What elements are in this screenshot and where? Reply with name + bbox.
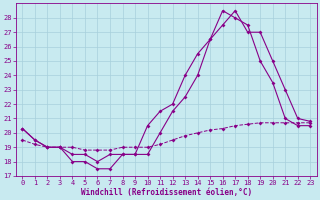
X-axis label: Windchill (Refroidissement éolien,°C): Windchill (Refroidissement éolien,°C): [81, 188, 252, 197]
